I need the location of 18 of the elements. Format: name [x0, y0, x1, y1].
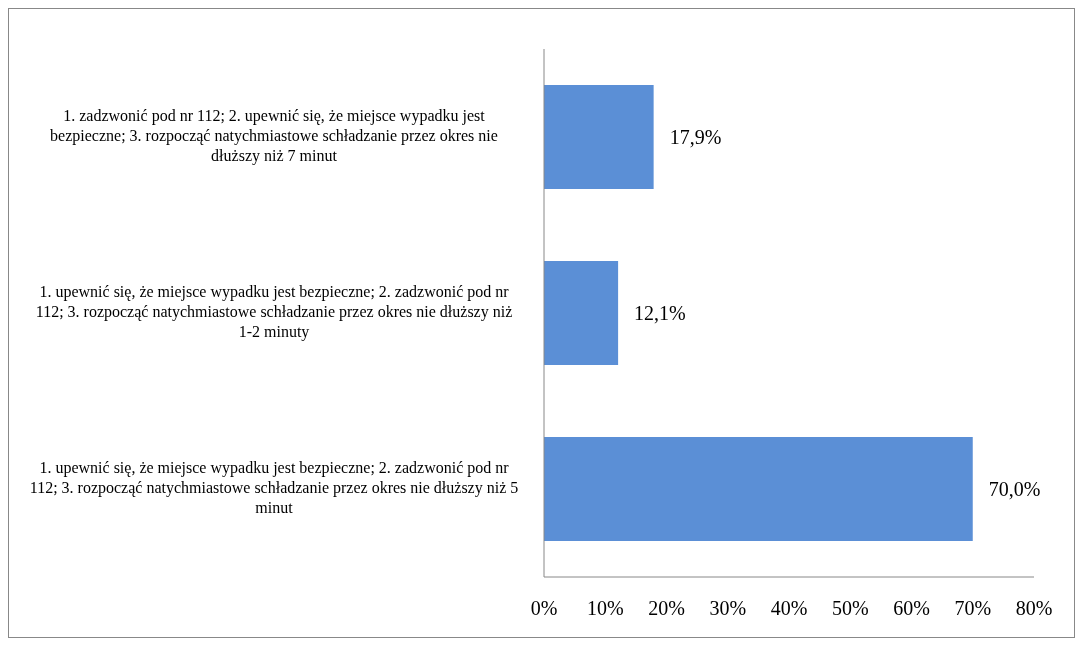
- bar: [544, 85, 654, 189]
- x-tick-label: 30%: [709, 597, 747, 620]
- x-tick-label: 20%: [648, 597, 685, 620]
- x-tick-label: 40%: [770, 597, 808, 620]
- bar: [544, 261, 619, 365]
- x-tick-label: 50%: [831, 597, 869, 620]
- data-label: 70,0%: [988, 478, 1041, 501]
- x-tick-label: 80%: [1015, 597, 1053, 620]
- y-tick-label: 1. upewnić się, że miejsce wypadku jest bezpieczne; 2. zadzwonić pod nr 112; 3. rozpocząć natychmiastowe schładzanie przez okres nie dłuższy niż 1-2 minuty: [35, 282, 513, 341]
- x-tick-label: 10%: [586, 597, 624, 620]
- x-tick-label: 70%: [954, 597, 992, 620]
- bar: [544, 437, 973, 541]
- x-tick-label: 0%: [530, 597, 558, 620]
- data-label: 17,9%: [669, 126, 722, 149]
- x-tick-label: 60%: [893, 597, 930, 620]
- data-label: 12,1%: [634, 302, 686, 325]
- y-tick-label: 1. zadzwonić pod nr 112; 2. upewnić się, że miejsce wypadku jest bezpieczne; 3. rozpocząć natychmiastowe schładzanie przez okres nie dłuższy niż 7 minut: [50, 106, 498, 165]
- y-tick-label: 1. upewnić się, że miejsce wypadku jest bezpieczne; 2. zadzwonić pod nr 112; 3. rozpocząć natychmiastowe schładzanie przez okres nie dłuższy niż 5 minut: [29, 458, 519, 516]
